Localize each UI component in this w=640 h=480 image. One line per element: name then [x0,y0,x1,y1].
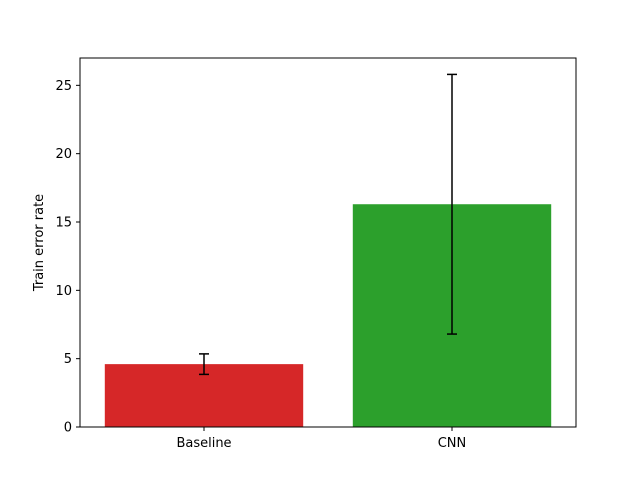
y-tick-label-0: 0 [64,421,72,436]
y-tick-label-5: 5 [64,352,72,367]
x-tick-label-cnn: CNN [438,436,467,451]
y-axis: 0 5 10 15 20 25 [55,79,80,436]
error-bars-layer [199,73,457,376]
x-tick-label-baseline: Baseline [176,436,231,451]
y-tick-label-15: 15 [55,216,72,231]
y-tick-label-20: 20 [55,147,72,162]
y-tick-label-10: 10 [55,284,72,299]
y-axis-label: Train error rate [32,194,47,292]
y-tick-label-25: 25 [55,79,72,94]
plot-area-frame [79,57,577,428]
bars-layer [104,204,552,427]
x-axis: Baseline CNN [176,427,466,451]
